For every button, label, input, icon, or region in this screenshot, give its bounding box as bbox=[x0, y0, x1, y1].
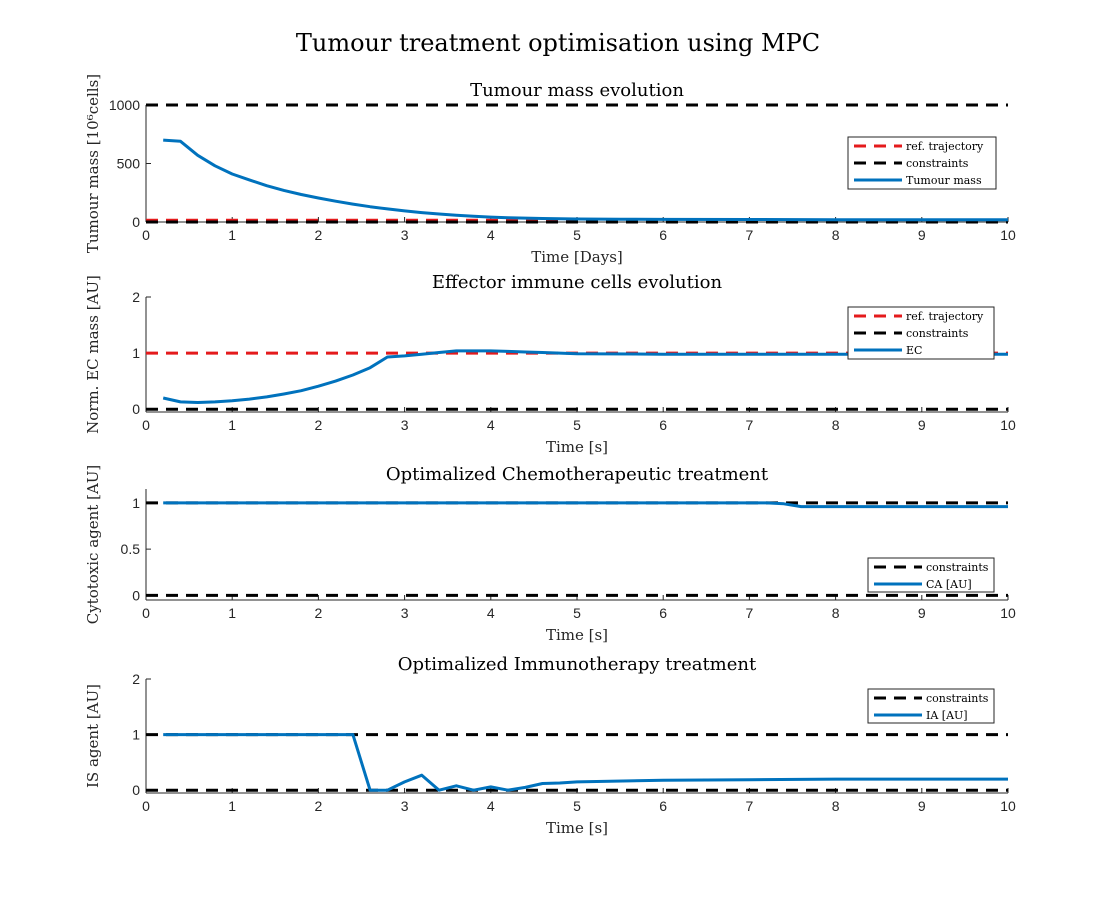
y-tick-label: 500 bbox=[117, 156, 141, 172]
x-tick-label: 3 bbox=[401, 417, 409, 433]
x-tick-label: 5 bbox=[573, 417, 581, 433]
x-tick-label: 9 bbox=[918, 227, 926, 243]
legend-label: IA [AU] bbox=[926, 709, 968, 722]
subplot-3: Optimalized Chemotherapeutic treatment 0 1… bbox=[84, 464, 1016, 644]
x-axis-label: Time [s] bbox=[546, 819, 608, 837]
x-tick-label: 0 bbox=[142, 798, 150, 814]
y-tick-label: 1 bbox=[132, 727, 140, 743]
y-tick-label: 0 bbox=[132, 401, 140, 417]
x-axis-label: Time [Days] bbox=[531, 248, 623, 266]
legend-label: ref. trajectory bbox=[906, 140, 984, 153]
legend: ref. trajectory constraints EC bbox=[847, 306, 995, 360]
x-tick-label: 2 bbox=[315, 605, 323, 621]
x-tick-label: 6 bbox=[659, 605, 667, 621]
x-tick-label: 2 bbox=[315, 798, 323, 814]
series-group bbox=[146, 733, 1008, 792]
legend: ref. trajectory constraints Tumour mass bbox=[847, 136, 997, 190]
legend: constraints CA [AU] bbox=[867, 557, 995, 593]
x-tick-label: 5 bbox=[573, 798, 581, 814]
x-tick-label: 1 bbox=[228, 227, 236, 243]
x-axis-label: Time [s] bbox=[546, 626, 608, 644]
figure-title: Tumour treatment optimisation using MPC bbox=[296, 29, 820, 57]
y-tick-label: 0 bbox=[132, 214, 140, 230]
x-tick-label: 10 bbox=[1000, 605, 1016, 621]
x-tick-label: 9 bbox=[918, 417, 926, 433]
x-tick-label: 0 bbox=[142, 227, 150, 243]
x-tick-label: 4 bbox=[487, 798, 495, 814]
series-group bbox=[146, 103, 1008, 224]
y-tick-label: 1 bbox=[132, 495, 140, 511]
y-tick-label: 2 bbox=[132, 289, 140, 305]
x-tick-label: 8 bbox=[832, 798, 840, 814]
subplot-title: Optimalized Chemotherapeutic treatment bbox=[386, 464, 769, 485]
series-line-ia-au- bbox=[163, 733, 1008, 792]
x-tick-label: 8 bbox=[832, 417, 840, 433]
subplot-title: Optimalized Immunotherapy treatment bbox=[398, 654, 757, 675]
y-tick-label: 0 bbox=[132, 587, 140, 603]
x-tick-label: 1 bbox=[228, 417, 236, 433]
x-tick-label: 7 bbox=[746, 798, 754, 814]
y-tick-label: 1 bbox=[132, 345, 140, 361]
x-tick-label: 6 bbox=[659, 417, 667, 433]
y-tick-label: 0 bbox=[132, 782, 140, 798]
series-line-ca-au- bbox=[163, 501, 1008, 509]
y-tick-label: 2 bbox=[132, 671, 140, 687]
x-tick-label: 7 bbox=[746, 227, 754, 243]
x-tick-label: 3 bbox=[401, 798, 409, 814]
y-tick-label: 1000 bbox=[109, 97, 140, 113]
legend-label: ref. trajectory bbox=[906, 310, 984, 323]
x-tick-label: 0 bbox=[142, 605, 150, 621]
legend-label: constraints bbox=[926, 561, 989, 574]
x-tick-label: 5 bbox=[573, 605, 581, 621]
x-tick-label: 8 bbox=[832, 605, 840, 621]
series-group bbox=[146, 349, 1008, 411]
series-line-ec bbox=[162, 349, 1008, 404]
legend-label: EC bbox=[906, 344, 922, 357]
x-tick-label: 5 bbox=[573, 227, 581, 243]
legend-label: constraints bbox=[906, 157, 969, 170]
subplot-title: Effector immune cells evolution bbox=[432, 272, 723, 293]
x-tick-label: 2 bbox=[315, 417, 323, 433]
subplot-4: Optimalized Immunotherapy treatment 0 1 2 3 4… bbox=[84, 654, 1016, 837]
y-tick-label: 0.5 bbox=[121, 541, 141, 557]
x-tick-label: 8 bbox=[832, 227, 840, 243]
y-axis-label: IS agent [AU] bbox=[84, 684, 102, 788]
subplot-1: Tumour mass evolution 0 1 2 3 4 5 6 7 8 9 10 0 500 100… bbox=[84, 74, 1016, 266]
x-tick-label: 1 bbox=[228, 605, 236, 621]
x-tick-label: 6 bbox=[659, 227, 667, 243]
x-tick-label: 10 bbox=[1000, 798, 1016, 814]
y-axis-label: Cytotoxic agent [AU] bbox=[84, 465, 102, 625]
x-tick-label: 6 bbox=[659, 798, 667, 814]
legend-label: Tumour mass bbox=[906, 174, 982, 187]
x-tick-label: 4 bbox=[487, 605, 495, 621]
x-tick-label: 1 bbox=[228, 798, 236, 814]
x-tick-label: 4 bbox=[487, 227, 495, 243]
y-axis-label: Norm. EC mass [AU] bbox=[84, 275, 102, 434]
legend-label: CA [AU] bbox=[926, 578, 972, 591]
x-tick-label: 3 bbox=[401, 227, 409, 243]
x-tick-label: 0 bbox=[142, 417, 150, 433]
y-axis-label: Tumour mass [10⁶cells] bbox=[84, 74, 102, 253]
legend-label: constraints bbox=[906, 327, 969, 340]
legend: constraints IA [AU] bbox=[867, 688, 995, 724]
x-tick-label: 4 bbox=[487, 417, 495, 433]
subplot-title: Tumour mass evolution bbox=[470, 80, 684, 101]
subplot-2: Effector immune cells evolution 0 1 2 3 4 5 6 7 8… bbox=[84, 272, 1016, 456]
x-tick-label: 10 bbox=[1000, 227, 1016, 243]
legend-box bbox=[867, 688, 995, 724]
legend-box bbox=[867, 557, 995, 593]
x-tick-label: 3 bbox=[401, 605, 409, 621]
x-axis-label: Time [s] bbox=[546, 438, 608, 456]
x-tick-label: 9 bbox=[918, 605, 926, 621]
series-group bbox=[146, 501, 1008, 597]
x-tick-label: 7 bbox=[746, 417, 754, 433]
series-line-tumour-mass bbox=[163, 138, 1008, 222]
x-tick-label: 2 bbox=[315, 227, 323, 243]
legend-label: constraints bbox=[926, 692, 989, 705]
x-tick-label: 7 bbox=[746, 605, 754, 621]
x-tick-label: 9 bbox=[918, 798, 926, 814]
x-tick-label: 10 bbox=[1000, 417, 1016, 433]
